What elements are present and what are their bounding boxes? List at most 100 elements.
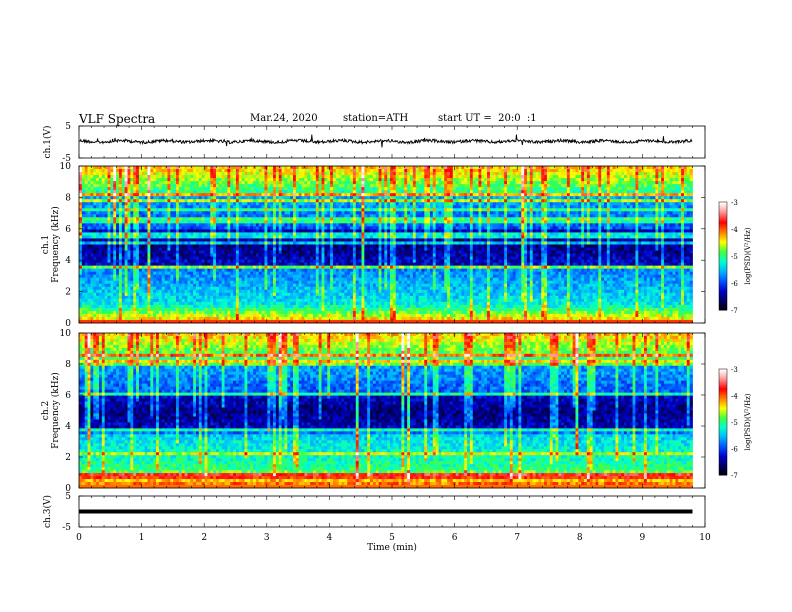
colorbar-cell (719, 270, 727, 273)
colorbar-cell (719, 379, 727, 382)
colorbar-cell (719, 434, 727, 437)
colorbar-cell (719, 281, 727, 284)
colorbar-cell (719, 250, 727, 253)
colorbar-tick-label: -5 (731, 419, 738, 427)
colorbar-cell (719, 413, 727, 416)
colorbar-cell (719, 263, 727, 266)
y-tick-label: 4 (65, 422, 71, 432)
channel-label: ch.2 (41, 401, 51, 420)
colorbar-cell (719, 423, 727, 427)
colorbar-cell (719, 218, 727, 221)
colorbar-cell (719, 252, 727, 255)
colorbar-cell (719, 247, 727, 250)
colorbar-cell (719, 462, 727, 465)
colorbar-cell (719, 279, 727, 282)
y-tick-label: 2 (65, 288, 71, 298)
colorbar-cell (719, 369, 727, 372)
colorbar-cell (719, 414, 727, 418)
colorbar-cell (719, 216, 727, 219)
colorbar-cell (719, 272, 727, 275)
x-tick-label: 4 (327, 533, 333, 543)
colorbar-cell (719, 232, 727, 235)
colorbar-tick-label: -6 (731, 446, 738, 454)
colorbar-cell (719, 450, 727, 453)
colorbar-tick-label: -4 (731, 226, 738, 234)
colorbar-cell (719, 400, 727, 404)
colorbar-label: log(PSD)(V²/Hz) (744, 393, 752, 450)
colorbar-cell (719, 429, 727, 432)
colorbar-cell (719, 306, 727, 309)
colorbar-cell (719, 444, 727, 448)
y-tick-label: 5 (65, 492, 71, 502)
y-tick-label: -5 (62, 523, 71, 533)
colorbar-cell (719, 205, 727, 208)
colorbar-cell (719, 455, 727, 458)
date-label: Mar.24, 2020 (250, 113, 318, 124)
x-tick-label: 2 (201, 533, 207, 543)
colorbar-tick-label: -6 (731, 280, 738, 288)
colorbar-cell (719, 295, 727, 298)
colorbar-cell (719, 268, 727, 271)
colorbar-cell (719, 372, 727, 375)
colorbar-cell (719, 427, 727, 430)
start-time-label: start UT = 20:0 :1 (438, 113, 537, 124)
y-tick-label: 10 (60, 162, 72, 172)
x-tick-label: 9 (640, 533, 646, 543)
colorbar-cell (719, 299, 727, 302)
spectrogram-ch1 (79, 166, 693, 324)
x-tick-label: 1 (139, 533, 145, 543)
colorbar-cell (719, 416, 727, 419)
x-tick-label: 3 (264, 533, 270, 543)
colorbar-cell (719, 437, 727, 441)
colorbar-cell (719, 446, 727, 449)
colorbar-cell (719, 286, 727, 289)
colorbar-cell (719, 384, 727, 388)
colorbar-cell (719, 290, 727, 293)
figure-title: VLF Spectra (79, 112, 155, 126)
spectrogram-ch2 (79, 333, 693, 489)
colorbar-cell (719, 209, 727, 212)
colorbar-cell (719, 459, 727, 462)
x-tick-label: 10 (699, 533, 711, 543)
colorbar-tick-label: -3 (731, 366, 738, 374)
colorbar-cell (719, 254, 727, 257)
colorbar-cell (719, 275, 727, 279)
x-tick-label: 5 (389, 533, 395, 543)
colorbar-cell (719, 377, 727, 381)
colorbar-cell (719, 407, 727, 411)
frequency-axis-label: Frequency (kHz) (50, 372, 61, 449)
colorbar-cell (719, 439, 727, 442)
colorbar-cell (719, 418, 727, 421)
colorbar-cell (719, 284, 727, 288)
colorbar-cell (719, 266, 727, 270)
colorbar-cell (719, 225, 727, 228)
colorbar-cell (719, 464, 727, 467)
colorbar-cell (719, 241, 727, 244)
y-tick-label: 8 (65, 193, 71, 203)
x-axis-label: Time (min) (367, 542, 417, 553)
colorbar-cell (719, 283, 727, 286)
colorbar-cell (719, 432, 727, 435)
colorbar-cell (719, 395, 727, 398)
colorbar-cell (719, 469, 727, 472)
y-tick-label: 0 (65, 484, 71, 494)
colorbar-frame (718, 201, 728, 311)
colorbar-cell (719, 457, 727, 460)
colorbar-cell (719, 397, 727, 400)
colorbar-cell (719, 220, 727, 223)
x-tick-label: 0 (76, 533, 82, 543)
colorbar-cell (719, 293, 727, 297)
colorbar-cell (719, 212, 727, 216)
colorbar-cell (719, 261, 727, 264)
colorbar-cell (719, 238, 727, 241)
colorbar-cell (719, 203, 727, 207)
colorbar-cell (719, 441, 727, 444)
y-tick-label: 0 (65, 319, 71, 329)
colorbar-tick-label: -7 (731, 307, 738, 315)
colorbar-cell (719, 370, 727, 374)
colorbar-cell (719, 207, 727, 210)
colorbar-cell (719, 390, 727, 393)
colorbar-cell (719, 383, 727, 386)
y-tick-label: 2 (65, 453, 71, 463)
